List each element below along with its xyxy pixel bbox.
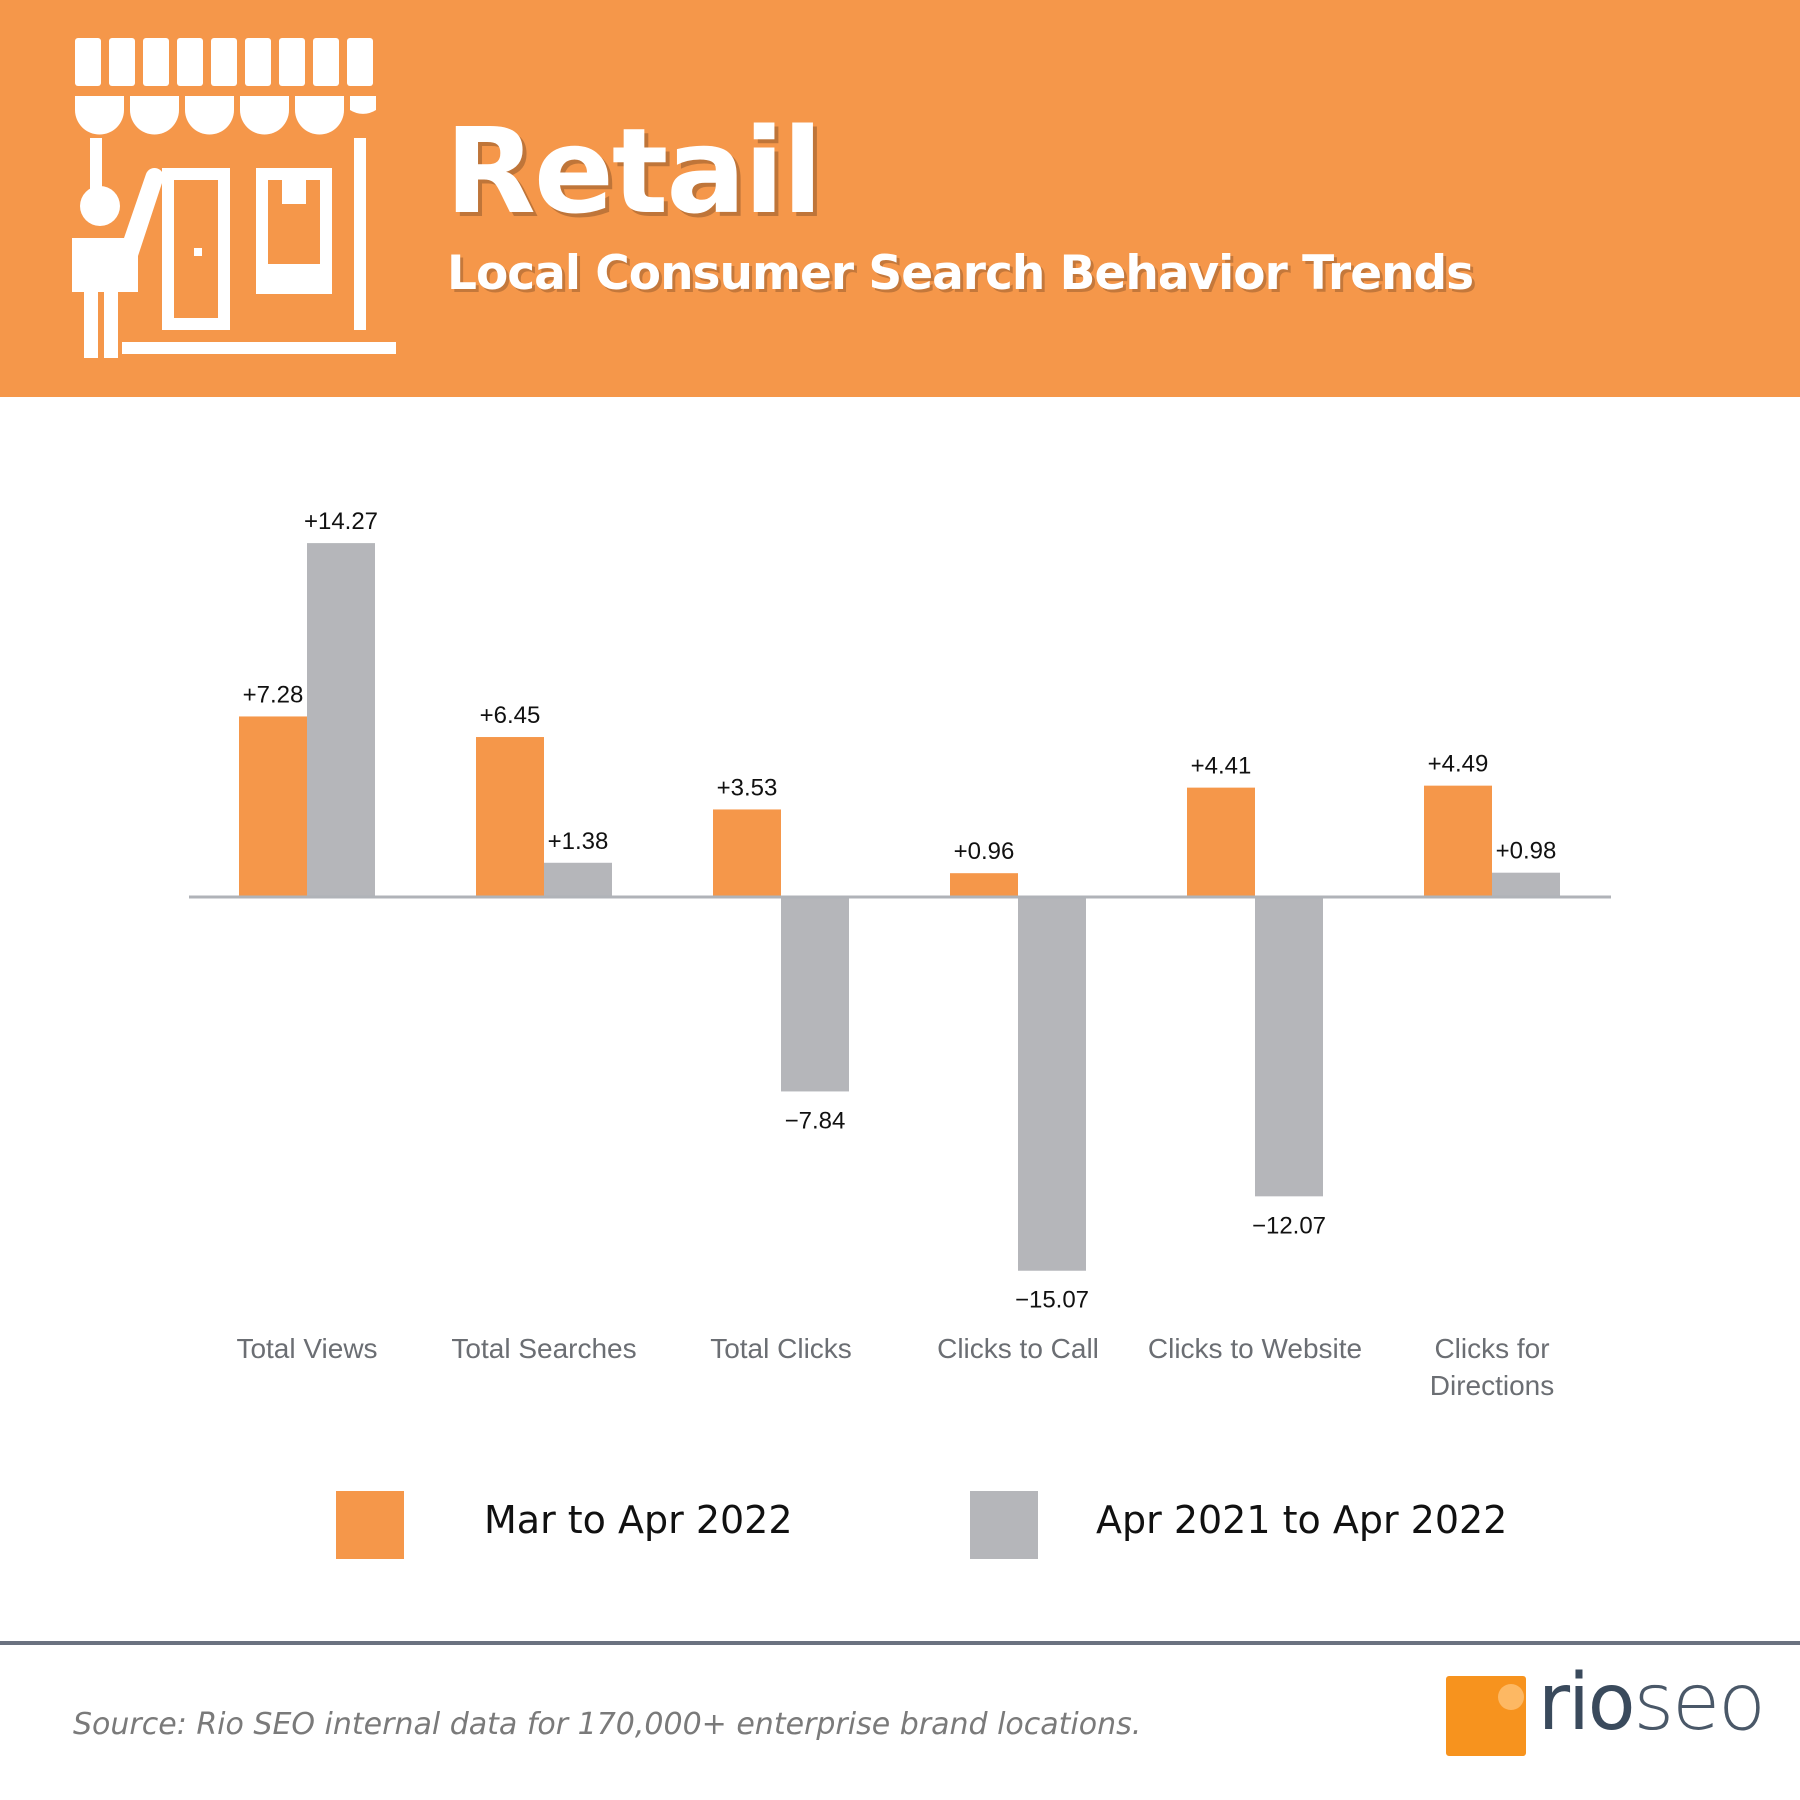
data-label-apr-2021-apr-2022-1: +1.38 [548,828,609,855]
bars-group [239,543,1560,1271]
bar-mar-apr-2022-3 [950,873,1018,897]
data-label-mar-apr-2022-2: +3.53 [717,774,778,801]
data-label-mar-apr-2022-3: +0.96 [954,838,1015,865]
legend-label-apr-2021-apr-2022: Apr 2021 to Apr 2022 [1096,1498,1508,1542]
category-label-4: Clicks to Website [1148,1333,1362,1364]
data-label-mar-apr-2022-4: +4.41 [1191,753,1252,780]
legend-swatch-apr-2021-apr-2022 [970,1491,1038,1559]
logo-wordmark: rioseo [1538,1658,1766,1748]
rioseo-logo[interactable]: rioseo [1446,1664,1776,1784]
footer-divider [0,1641,1800,1645]
storefront-icon [72,38,396,358]
bar-mar-apr-2022-2 [713,809,781,897]
data-label-mar-apr-2022-5: +4.49 [1428,751,1489,778]
category-labels-group: Total Views Total Searches Total Clicks Cli… [236,1333,1554,1401]
logo-mark-icon [1446,1676,1526,1756]
bar-chart: +7.28 +14.27 +6.45 +1.38 +3.53 −7.84 +0.96 −15.… [189,508,1611,1401]
category-label-3: Clicks to Call [937,1333,1099,1364]
data-label-apr-2021-apr-2022-2: −7.84 [785,1107,846,1134]
bar-apr-2021-apr-2022-4 [1255,897,1323,1197]
source-note: Source: Rio SEO internal data for 170,00… [73,1707,1142,1742]
data-label-mar-apr-2022-1: +6.45 [480,702,541,729]
bar-apr-2021-apr-2022-2 [781,897,849,1092]
category-label-0: Total Views [236,1333,377,1364]
bar-apr-2021-apr-2022-0 [307,543,375,897]
bar-apr-2021-apr-2022-1 [544,862,612,897]
category-label-5: Clicks for Directions [1430,1333,1554,1401]
data-label-mar-apr-2022-0: +7.28 [243,681,304,708]
data-label-apr-2021-apr-2022-3: −15.07 [1015,1287,1089,1314]
data-label-apr-2021-apr-2022-4: −12.07 [1252,1212,1326,1239]
page-subtitle: Local Consumer Search Behavior Trends [447,246,1474,301]
bar-mar-apr-2022-4 [1187,787,1255,897]
data-label-apr-2021-apr-2022-0: +14.27 [304,508,378,535]
data-label-apr-2021-apr-2022-5: +0.98 [1496,838,1557,865]
page-title: Retail [445,102,823,240]
bar-mar-apr-2022-1 [476,737,544,897]
legend-swatch-mar-apr-2022 [336,1491,404,1559]
category-label-2: Total Clicks [710,1333,852,1364]
bar-apr-2021-apr-2022-5 [1492,872,1560,897]
category-label-1: Total Searches [451,1333,636,1364]
value-labels-group: +7.28 +14.27 +6.45 +1.38 +3.53 −7.84 +0.96 −15.… [243,508,1557,1314]
bar-mar-apr-2022-0 [239,716,307,897]
legend-label-mar-apr-2022: Mar to Apr 2022 [484,1498,793,1542]
bar-apr-2021-apr-2022-3 [1018,897,1086,1271]
bar-mar-apr-2022-5 [1424,785,1492,897]
header-banner: Retail Local Consumer Search Behavior Tr… [0,0,1800,397]
